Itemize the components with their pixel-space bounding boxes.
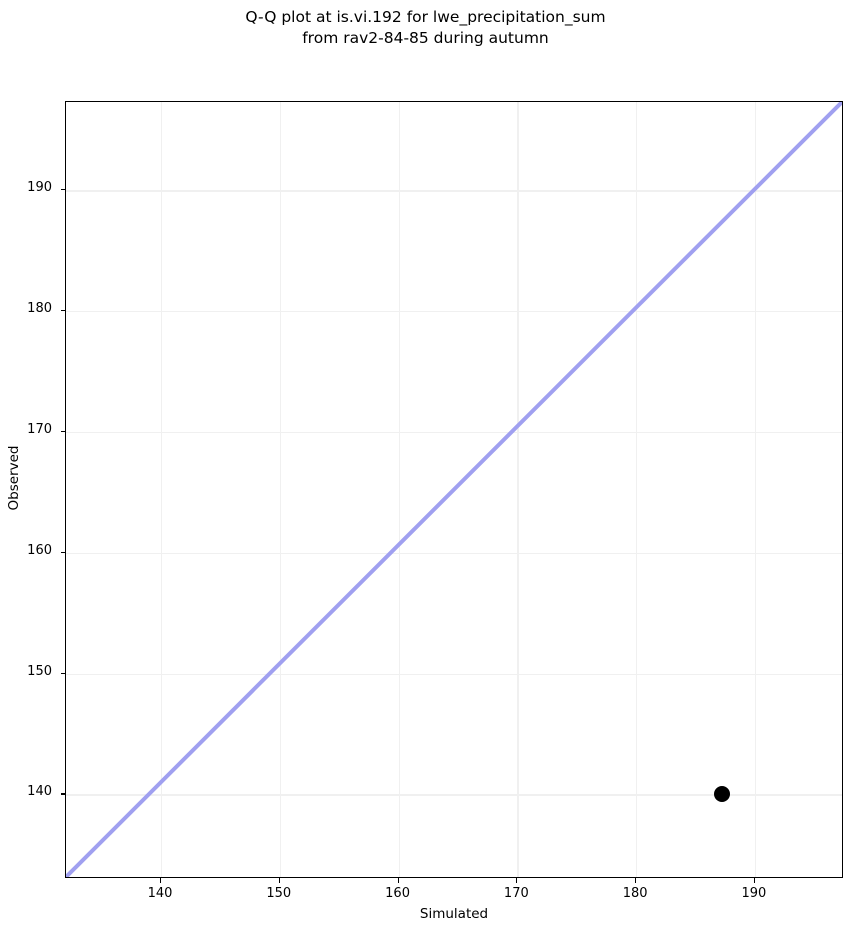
y-tick-label: 160 [27,542,52,558]
x-tick-label: 170 [503,886,529,901]
y-axis-label: Observed [6,445,22,511]
x-tick-mark [516,878,518,883]
x-tick-label: 180 [622,886,648,901]
y-tick-mark [60,672,65,674]
y-tick-mark [60,551,65,553]
gridline-vertical [398,102,400,877]
x-tick-label: 160 [385,886,410,901]
y-tick-label: 180 [27,301,52,317]
x-tick-mark [635,878,637,883]
x-tick-label: 140 [147,886,173,901]
x-tick-mark [160,878,162,883]
chart-title-line-2: from rav2-84-85 during autumn [302,29,549,47]
identity-line [66,102,842,877]
y-tick-label: 140 [27,784,52,800]
gridline-vertical [279,102,282,877]
gridline-vertical [517,102,519,877]
data-point [713,786,730,803]
y-tick-mark [60,793,65,795]
gridline-vertical [636,102,638,877]
gridline-horizontal [66,673,842,675]
x-tick-mark [753,878,755,883]
x-tick-label: 150 [266,886,292,901]
y-tick-label: 190 [27,180,52,196]
gridline-horizontal [66,190,842,192]
gridline-horizontal [66,431,842,434]
chart-title: Q-Q plot at is.vi.192 for lwe_precipitat… [0,7,851,49]
y-tick-mark [60,189,65,191]
gridline-horizontal [66,552,842,555]
y-tick-mark [60,310,65,312]
chart-title-line-1: Q-Q plot at is.vi.192 for lwe_precipitat… [245,8,606,26]
y-tick-mark [60,430,65,432]
y-tick-label: 170 [27,421,52,437]
gridline-horizontal [66,794,842,796]
gridline-vertical [161,102,163,877]
x-axis-label: Simulated [419,906,489,922]
y-tick-label: 150 [27,663,52,679]
gridline-vertical [754,102,757,877]
plot-area [65,101,843,878]
x-tick-label: 190 [741,886,767,901]
x-tick-mark [397,878,399,883]
x-tick-mark [278,878,280,883]
gridline-horizontal [66,311,842,313]
